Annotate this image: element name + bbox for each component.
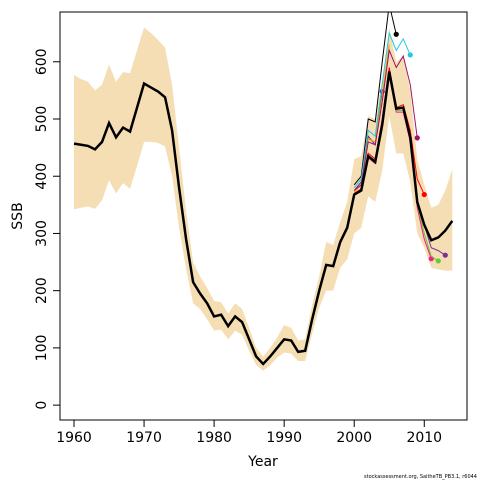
confidence-band bbox=[74, 27, 453, 371]
end-point bbox=[407, 52, 413, 58]
y-tick-label: 200 bbox=[34, 277, 50, 304]
end-point bbox=[393, 31, 399, 37]
series-line bbox=[353, 31, 411, 188]
y-axis-label: SSB bbox=[10, 202, 26, 229]
x-tick-label: 1990 bbox=[266, 430, 302, 446]
y-tick-label: 400 bbox=[34, 163, 50, 190]
y-tick-label: 600 bbox=[34, 48, 50, 75]
series-line bbox=[73, 71, 454, 366]
x-tick-label: 1960 bbox=[56, 430, 92, 446]
x-axis-label: Year bbox=[247, 454, 278, 470]
y-tick-label: 0 bbox=[34, 401, 50, 410]
x-tick-label: 1970 bbox=[126, 430, 162, 446]
y-tick-label: 500 bbox=[34, 106, 50, 133]
y-tick-label: 300 bbox=[34, 220, 50, 247]
end-point bbox=[442, 252, 448, 258]
series-line bbox=[353, 48, 418, 191]
end-point bbox=[435, 258, 441, 264]
x-tick-label: 2010 bbox=[406, 430, 442, 446]
y-tick-label: 100 bbox=[34, 335, 50, 362]
x-tick-label: 1980 bbox=[196, 430, 232, 446]
plot-frame bbox=[59, 11, 468, 421]
footnote: stockassessment.org, SaitheTB_PB3.1, r60… bbox=[364, 474, 477, 480]
x-tick-label: 2000 bbox=[336, 430, 372, 446]
end-point bbox=[414, 135, 420, 141]
plot-area bbox=[73, 12, 454, 371]
end-point bbox=[421, 191, 427, 198]
